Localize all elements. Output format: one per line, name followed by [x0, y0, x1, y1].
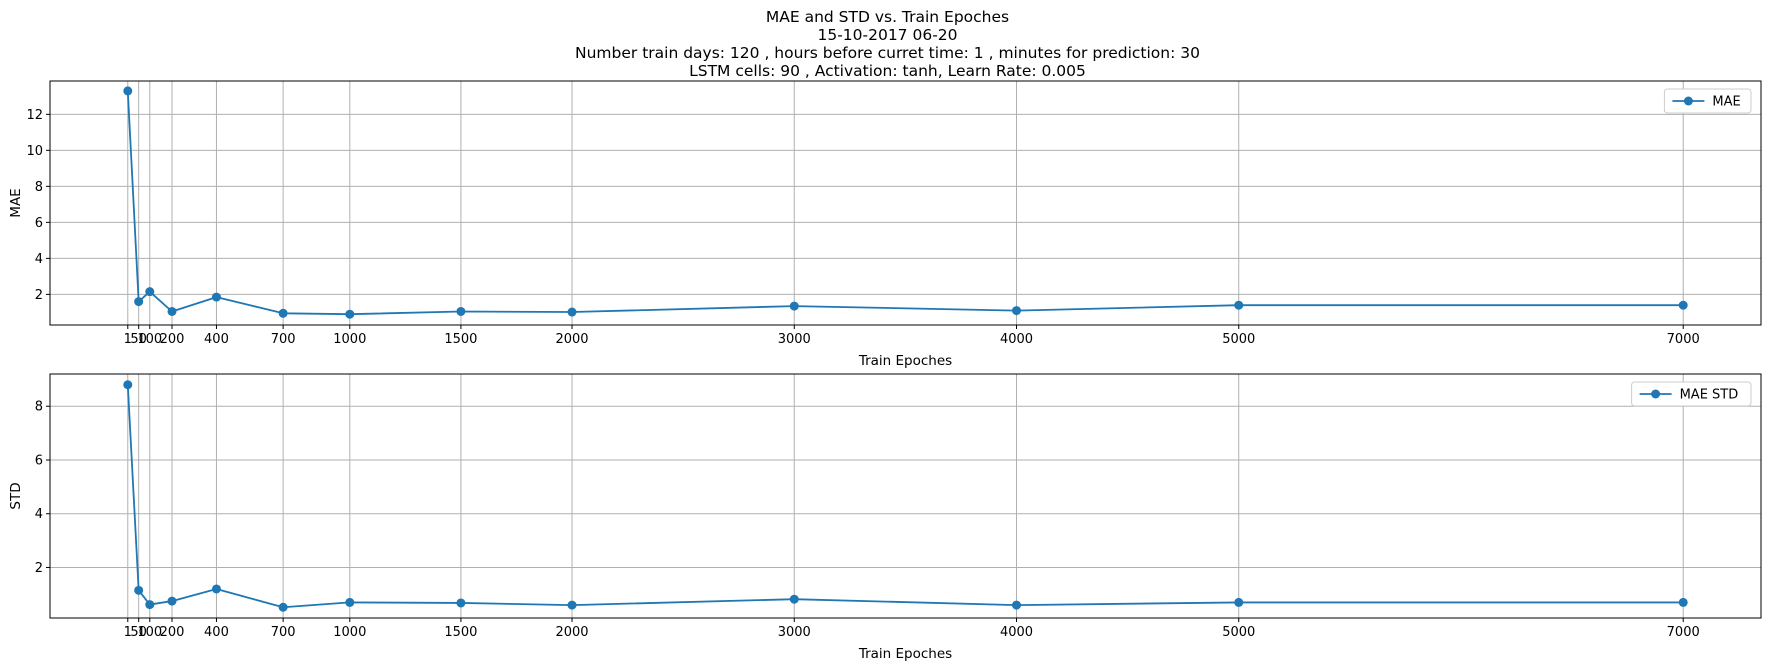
chart-2-data-point	[456, 598, 466, 608]
chart-1-xtick-label: 7000	[1667, 332, 1700, 347]
chart-2-ytick-label: 4	[35, 507, 43, 522]
chart-2-legend-box	[1631, 381, 1752, 407]
chart-2-xtick-label: 3000	[778, 625, 811, 640]
chart-2-xtick-label: 5000	[1222, 625, 1255, 640]
title-line-4: LSTM cells: 90 , Activation: tanh, Learn…	[689, 62, 1086, 80]
chart-1-data-point	[1234, 300, 1244, 310]
title-line-1: MAE and STD vs. Train Epoches	[765, 8, 1010, 26]
chart-1-data-point	[211, 292, 221, 302]
chart-2-legend-marker	[1651, 389, 1661, 399]
chart-2-series-line	[126, 384, 1684, 609]
chart-1-xtick-label: 5000	[1222, 332, 1255, 347]
chart-1-legend-marker	[1683, 96, 1693, 106]
chart-2-xtick-label: 2000	[555, 625, 588, 640]
chart-1-ytick-label: 6	[35, 216, 43, 231]
chart-1-ytick-label: 2	[35, 288, 43, 303]
chart-1-ytick-label: 8	[35, 180, 43, 195]
chart-1-xtick-label: 1	[124, 332, 132, 347]
chart-1-series-line	[126, 90, 1684, 316]
chart-2-data-point	[1678, 597, 1688, 607]
chart-1-data-point	[567, 307, 577, 317]
chart-2-xtick-label: 4000	[1000, 625, 1033, 640]
chart-1-legend-label: MAE	[1712, 95, 1740, 110]
chart-1-data-point	[456, 306, 466, 316]
chart-1-xtick-label: 50	[130, 332, 147, 347]
chart-2-data-point	[345, 597, 355, 607]
chart-2-data-point	[789, 594, 799, 604]
chart-2-xtick-label: 7000	[1667, 625, 1700, 640]
chart-1-xlabel: Train Epoches	[858, 353, 952, 369]
chart-2-ytick-label: 2	[35, 561, 43, 576]
title-line-2: 15-10-2017 06-20	[817, 26, 958, 44]
chart-2-xtick-label: 50	[130, 625, 147, 640]
chart-1-data-point	[789, 301, 799, 311]
chart-1-data-point	[1012, 306, 1022, 316]
chart-1-data-point	[167, 306, 177, 316]
chart-1-xtick-label: 700	[271, 332, 296, 347]
chart-1-data-point	[1678, 300, 1688, 310]
chart-1-data-point	[145, 287, 155, 297]
chart-2-axes-frame	[49, 373, 1762, 619]
chart-2-xtick-label: 1	[124, 625, 132, 640]
chart-2-data-point	[567, 600, 577, 610]
title-line-3: Number train days: 120 , hours before cu…	[575, 44, 1200, 62]
chart-1-legend-box	[1663, 88, 1752, 114]
chart-2-xlabel: Train Epoches	[858, 646, 952, 662]
chart-2-data-point	[278, 602, 288, 612]
chart-2-data-point	[167, 596, 177, 606]
chart-1-xtick-label: 100	[137, 332, 162, 347]
chart-2-data-point	[1012, 600, 1022, 610]
chart-2-xtick-label: 100	[137, 625, 162, 640]
chart-2-xtick-label: 200	[160, 625, 185, 640]
figure-title: MAE and STD vs. Train Epoches 15-10-2017…	[0, 8, 1775, 80]
chart-1-xtick-label: 1000	[333, 332, 366, 347]
chart-1-xtick-label: 400	[204, 332, 229, 347]
chart-2-legend-label: MAE STD	[1680, 388, 1739, 403]
chart-1-xtick-label: 3000	[778, 332, 811, 347]
chart-1-xtick-label: 2000	[555, 332, 588, 347]
chart-2-data-point	[134, 585, 144, 595]
chart-2-ytick-label: 8	[35, 400, 43, 415]
chart-1-xtick-label: 200	[160, 332, 185, 347]
chart-1-data-point	[123, 86, 133, 96]
chart-1-data-point	[134, 297, 144, 307]
chart-2-data-point	[123, 380, 133, 390]
chart-1-xtick-label: 4000	[1000, 332, 1033, 347]
chart-2-data-point	[1234, 597, 1244, 607]
chart-1-ylabel: MAE	[8, 188, 24, 217]
chart-2-ytick-label: 6	[35, 453, 43, 468]
chart-2-xtick-label: 1500	[444, 625, 477, 640]
chart-2-data-point	[211, 584, 221, 594]
chart-2-ylabel: STD	[8, 482, 24, 509]
chart-2-xtick-label: 400	[204, 625, 229, 640]
chart-1-ytick-label: 10	[26, 144, 43, 159]
chart-1-axes-frame	[49, 80, 1762, 326]
chart-1-data-point	[278, 308, 288, 318]
chart-2-xtick-label: 1000	[333, 625, 366, 640]
chart-1-ytick-label: 4	[35, 252, 43, 267]
chart-2-data-point	[145, 600, 155, 610]
chart-1-xtick-label: 1500	[444, 332, 477, 347]
chart-2-xtick-label: 700	[271, 625, 296, 640]
chart-1-data-point	[345, 309, 355, 319]
chart-1-ytick-label: 12	[26, 108, 43, 123]
